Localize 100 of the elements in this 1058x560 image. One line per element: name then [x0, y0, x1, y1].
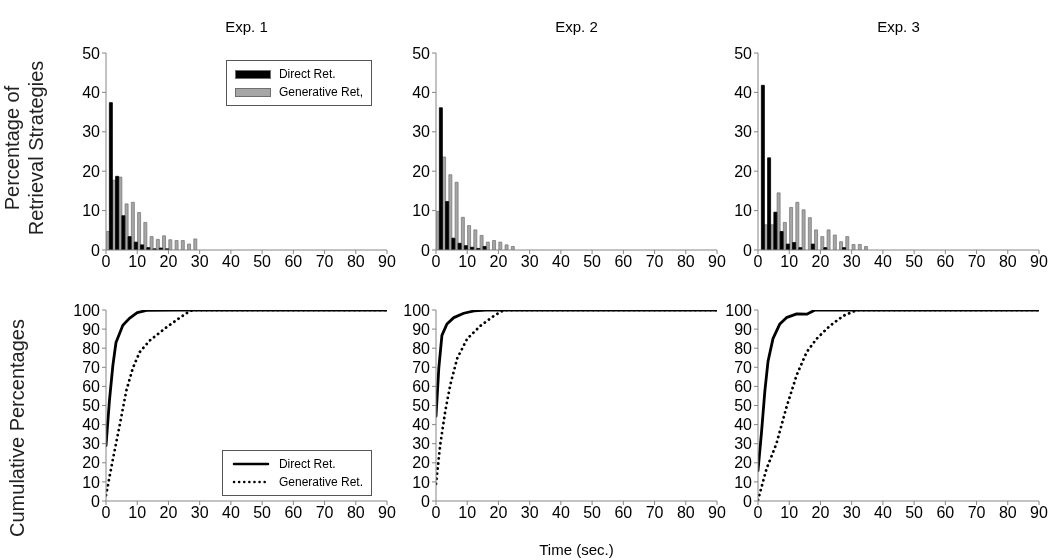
- x-tick-label: 70: [967, 504, 986, 522]
- x-tick-label: 20: [489, 504, 508, 522]
- y-tick-label: 90: [82, 320, 101, 338]
- y-tick-label: 70: [82, 358, 101, 376]
- y-tick-label: 10: [734, 202, 753, 220]
- y-tick-label: 80: [412, 339, 431, 357]
- x-tick-label: 10: [128, 504, 147, 522]
- y-tick-label: 20: [734, 162, 753, 180]
- x-tick-label: 50: [905, 504, 924, 522]
- y-tick-label: 40: [412, 416, 431, 434]
- x-tick-label: 50: [253, 504, 272, 522]
- x-tick-label: 70: [967, 253, 986, 271]
- y-tick-label: 100: [73, 301, 101, 319]
- x-tick-label: 80: [676, 253, 695, 271]
- x-tick-label: 60: [614, 504, 633, 522]
- y-tick-label: 30: [82, 123, 101, 141]
- y-tick-label: 0: [91, 492, 101, 510]
- y-tick-label: 20: [82, 162, 101, 180]
- y-tick-label: 100: [725, 301, 753, 319]
- y-tick-label: 20: [734, 454, 753, 472]
- x-tick-label: 80: [998, 253, 1017, 271]
- legend-label: Generative Ret,: [278, 84, 363, 101]
- y-tick-label: 60: [82, 378, 101, 396]
- x-tick-label: 90: [378, 504, 396, 522]
- x-tick-label: 40: [551, 253, 570, 271]
- chart-title: Exp. 3: [876, 18, 921, 35]
- y-tick-label: 50: [82, 44, 101, 62]
- x-tick-label: 40: [221, 253, 240, 271]
- y-tick-label: 90: [412, 320, 431, 338]
- x-tick-label: 50: [905, 253, 924, 271]
- y-tick-label: 10: [412, 202, 431, 220]
- y-tick-label: 30: [412, 435, 431, 453]
- x-tick-label: 30: [842, 253, 861, 271]
- x-tick-label: 40: [873, 253, 892, 271]
- x-tick-label: 80: [346, 253, 365, 271]
- x-tick-label: 90: [378, 253, 396, 271]
- x-tick-label: 90: [708, 504, 726, 522]
- x-tick-label: 10: [128, 253, 147, 271]
- legend-label: Direct Ret.: [278, 66, 336, 83]
- x-tick-label: 80: [998, 504, 1017, 522]
- x-tick-label: 20: [159, 253, 178, 271]
- x-tick-label: 90: [708, 253, 726, 271]
- x-tick-label: 20: [159, 504, 178, 522]
- y-tick-label: 10: [412, 473, 431, 491]
- y-tick-label: 60: [412, 378, 431, 396]
- y-tick-label: 50: [412, 397, 431, 415]
- x-tick-label: 70: [315, 253, 334, 271]
- x-tick-label: 20: [811, 504, 830, 522]
- y-tick-label: 20: [82, 454, 101, 472]
- chart-title: Exp. 1: [224, 18, 269, 35]
- legend-label: Direct Ret.: [278, 456, 336, 473]
- x-tick-label: 30: [520, 504, 539, 522]
- y-tick-label: 50: [734, 44, 753, 62]
- x-tick-label: 30: [842, 504, 861, 522]
- y-tick-label: 40: [82, 416, 101, 434]
- y-tick-label: 0: [743, 241, 753, 259]
- x-tick-label: 50: [583, 253, 602, 271]
- x-tick-label: 60: [284, 504, 303, 522]
- x-tick-label: 10: [780, 253, 799, 271]
- y-tick-label: 30: [734, 123, 753, 141]
- x-tick-label: 60: [284, 253, 303, 271]
- y-tick-label: 0: [421, 241, 431, 259]
- y-tick-label: 10: [82, 202, 101, 220]
- x-tick-label: 40: [873, 504, 892, 522]
- y-tick-label: 30: [82, 435, 101, 453]
- y-tick-label: 40: [412, 84, 431, 102]
- x-tick-label: 60: [936, 253, 955, 271]
- x-tick-label: 80: [346, 504, 365, 522]
- legend-label: Generative Ret.: [278, 474, 363, 491]
- y-tick-label: 20: [412, 454, 431, 472]
- y-tick-label: 10: [82, 473, 101, 491]
- x-axis-title: Time (sec.): [538, 541, 615, 558]
- x-tick-label: 80: [676, 504, 695, 522]
- x-tick-label: 70: [645, 504, 664, 522]
- x-tick-label: 40: [551, 504, 570, 522]
- y-tick-label: 0: [91, 241, 101, 259]
- x-tick-label: 60: [936, 504, 955, 522]
- x-tick-label: 10: [458, 253, 477, 271]
- y-tick-label: 100: [403, 301, 431, 319]
- y-tick-label: 50: [82, 397, 101, 415]
- y-tick-label: 0: [743, 492, 753, 510]
- y-axis-title: Percentage of Retrieval Strategies: [0, 59, 48, 238]
- x-tick-label: 50: [253, 253, 272, 271]
- y-tick-label: 10: [734, 473, 753, 491]
- y-tick-label: 50: [734, 397, 753, 415]
- x-tick-label: 10: [458, 504, 477, 522]
- y-tick-label: 0: [421, 492, 431, 510]
- x-tick-label: 60: [614, 253, 633, 271]
- y-tick-label: 50: [412, 44, 431, 62]
- y-tick-label: 40: [734, 416, 753, 434]
- x-tick-label: 70: [645, 253, 664, 271]
- y-tick-label: 90: [734, 320, 753, 338]
- chart-title: Exp. 2: [554, 18, 599, 35]
- x-tick-label: 30: [520, 253, 539, 271]
- y-tick-label: 40: [82, 84, 101, 102]
- y-tick-label: 30: [734, 435, 753, 453]
- y-tick-label: 30: [412, 123, 431, 141]
- y-tick-label: 70: [412, 358, 431, 376]
- x-tick-label: 20: [489, 253, 508, 271]
- y-tick-label: 80: [734, 339, 753, 357]
